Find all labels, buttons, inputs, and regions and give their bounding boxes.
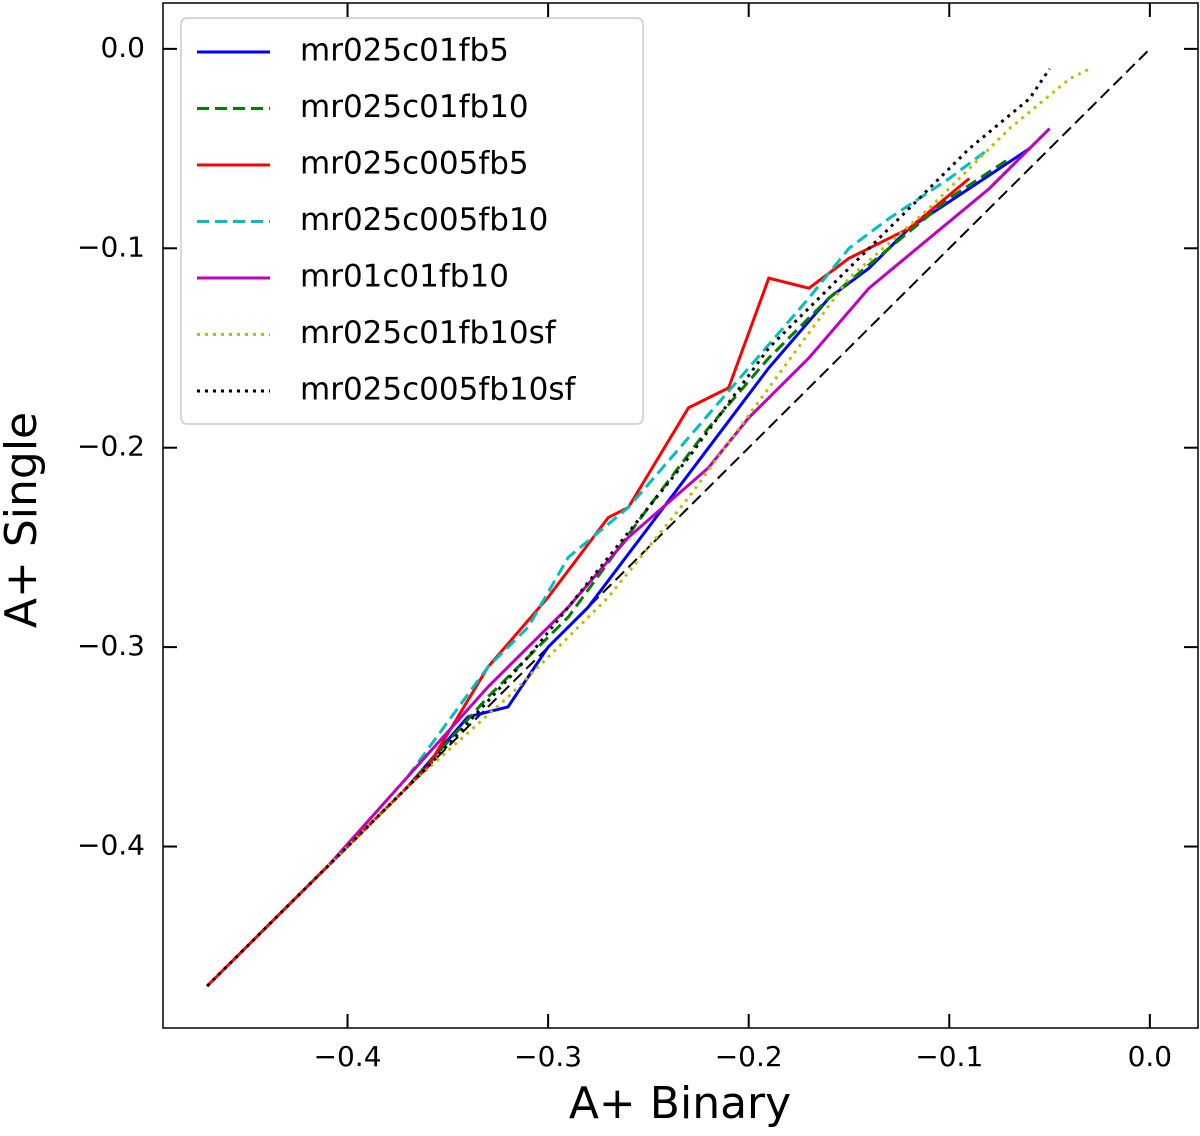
series-line: [326, 67, 1091, 868]
x-tick-label: −0.2: [715, 1040, 783, 1073]
legend-box: [180, 17, 644, 425]
x-tick-label: 0.0: [1128, 1040, 1173, 1073]
legend-label: mr025c01fb10sf: [300, 315, 557, 351]
x-tick-label: −0.4: [314, 1040, 382, 1073]
series-line: [206, 177, 971, 988]
x-axis-label: A+ Binary: [569, 1078, 791, 1129]
y-tick-label: −0.3: [77, 629, 145, 662]
x-tick-label: −0.3: [514, 1040, 582, 1073]
legend-label: mr025c005fb10sf: [300, 372, 577, 408]
legend-label: mr025c005fb5: [300, 146, 529, 182]
y-tick-label: −0.4: [77, 829, 145, 862]
legend: mr025c01fb5 mr025c01fb10 mr025c005fb5 mr025…: [180, 17, 644, 425]
y-tick-label: −0.2: [77, 430, 145, 463]
y-axis-label: A+ Single: [0, 412, 47, 628]
y-tick-label: 0.0: [100, 31, 145, 64]
x-tick-label: −0.1: [915, 1040, 983, 1073]
legend-label: mr025c005fb10: [300, 202, 548, 238]
y-tick-label: −0.1: [77, 230, 145, 263]
series-line: [326, 157, 1011, 868]
legend-label: mr025c01fb5: [300, 33, 509, 69]
plot-frame: [162, 2, 1199, 1029]
legend-label: mr025c01fb10: [300, 89, 529, 125]
series-line: [406, 147, 991, 778]
legend-label: mr01c01fb10: [300, 259, 509, 295]
